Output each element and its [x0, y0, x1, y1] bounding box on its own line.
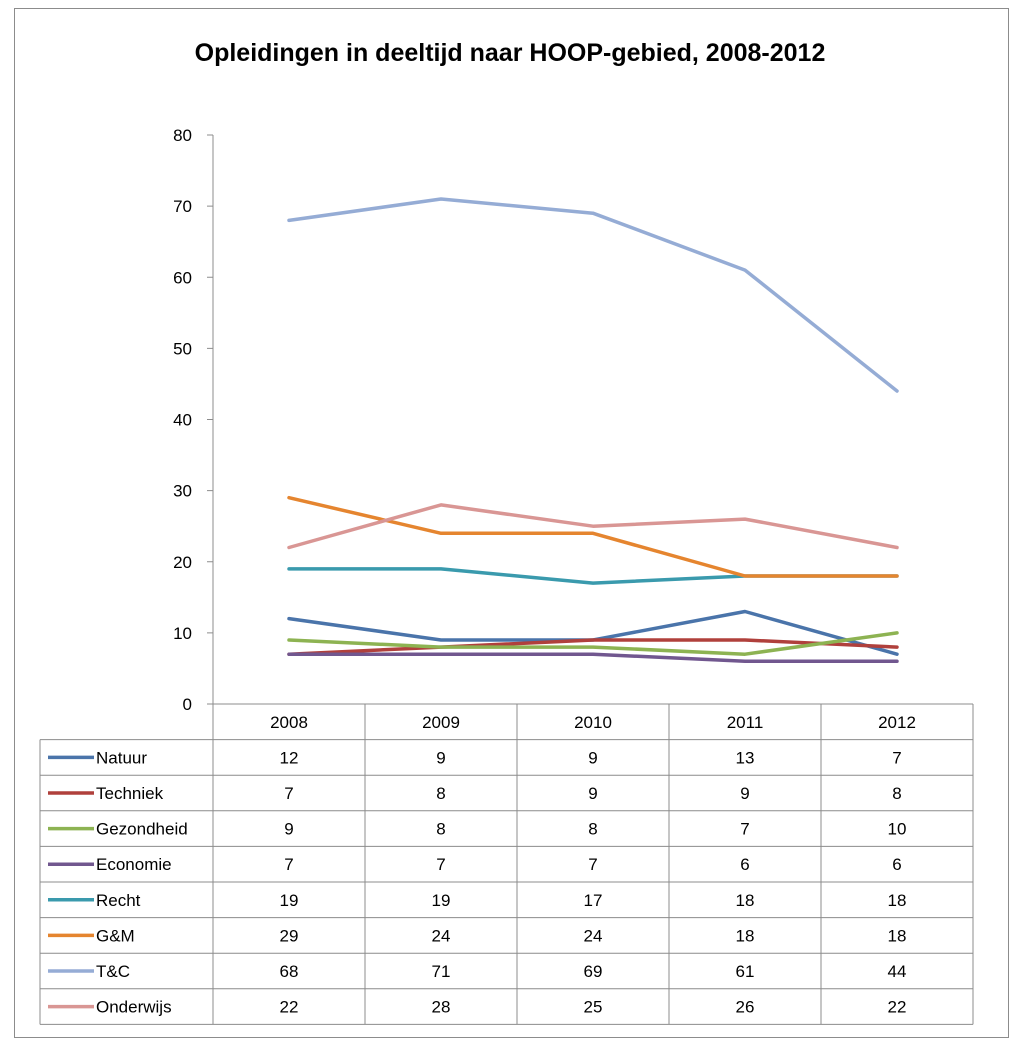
data-label: 26 [736, 998, 755, 1017]
x-tick-label: 2012 [878, 713, 916, 732]
legend-label: Recht [96, 891, 141, 910]
y-tick-label: 80 [173, 126, 192, 145]
data-label: 7 [284, 855, 293, 874]
legend-label: Onderwijs [96, 998, 172, 1017]
series-line-t-c [287, 197, 899, 393]
data-label: 8 [436, 784, 445, 803]
legend-label: Natuur [96, 748, 147, 767]
data-label: 29 [280, 926, 299, 945]
data-label: 7 [740, 820, 749, 839]
data-label: 7 [284, 784, 293, 803]
series-line-g-m [287, 495, 899, 578]
data-label: 19 [432, 891, 451, 910]
y-tick-label: 50 [173, 339, 192, 358]
y-tick-label: 10 [173, 624, 192, 643]
data-label: 7 [588, 855, 597, 874]
series-line-economie [287, 652, 899, 664]
series-line-gezondheid [287, 631, 899, 656]
x-tick-label: 2008 [270, 713, 308, 732]
legend-label: Gezondheid [96, 820, 188, 839]
x-tick-label: 2011 [727, 713, 764, 732]
data-label: 7 [436, 855, 445, 874]
data-label: 8 [588, 820, 597, 839]
data-label: 22 [888, 998, 907, 1017]
legend-label: T&C [96, 962, 130, 981]
data-label: 9 [284, 820, 293, 839]
data-label: 28 [432, 998, 451, 1017]
data-label: 69 [584, 962, 603, 981]
data-label: 18 [888, 926, 907, 945]
data-label: 6 [740, 855, 749, 874]
data-table: 2008 2009 2010 2011 2012 Natuur 12 9 9 13 7 Technie… [39, 703, 974, 1025]
data-label: 6 [892, 855, 901, 874]
y-tick-label: 60 [173, 268, 192, 287]
y-tick-label: 0 [183, 695, 192, 714]
data-label: 9 [588, 748, 597, 767]
data-label: 10 [888, 820, 907, 839]
data-label: 44 [888, 962, 907, 981]
data-label: 71 [432, 962, 451, 981]
x-tick-label: 2009 [422, 713, 460, 732]
data-label: 61 [736, 962, 755, 981]
data-label: 18 [736, 891, 755, 910]
data-label: 12 [280, 748, 299, 767]
y-tick-label: 20 [173, 553, 192, 572]
chart-title: Opleidingen in deeltijd naar HOOP-gebied… [195, 39, 826, 67]
legend-label: Economie [96, 855, 172, 874]
x-tick-label: 2010 [574, 713, 612, 732]
data-label: 68 [280, 962, 299, 981]
legend-label: Techniek [96, 784, 164, 803]
data-label: 13 [736, 748, 755, 767]
data-label: 18 [736, 926, 755, 945]
data-label: 24 [584, 926, 603, 945]
data-label: 22 [280, 998, 299, 1017]
data-label: 9 [588, 784, 597, 803]
data-label: 9 [740, 784, 749, 803]
data-label: 25 [584, 998, 603, 1017]
data-label: 9 [436, 748, 445, 767]
chart-frame [14, 8, 1009, 1038]
series-line-onderwijs [287, 503, 899, 550]
data-label: 19 [280, 891, 299, 910]
plot-area: 0 10 20 30 40 50 60 70 80 [173, 126, 899, 714]
data-label: 7 [892, 748, 901, 767]
data-label: 24 [432, 926, 451, 945]
y-tick-label: 40 [173, 411, 192, 430]
series-line-techniek [287, 638, 899, 656]
legend-label: G&M [96, 926, 135, 945]
y-tick-label: 70 [173, 197, 192, 216]
y-tick-label: 30 [173, 482, 192, 501]
data-label: 17 [584, 891, 603, 910]
data-label: 8 [892, 784, 901, 803]
data-label: 18 [888, 891, 907, 910]
data-label: 8 [436, 820, 445, 839]
